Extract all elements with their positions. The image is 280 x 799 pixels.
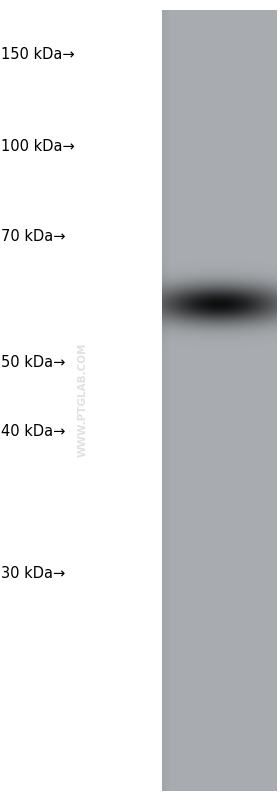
Bar	[169, 10, 170, 791]
Text: 50 kDa→: 50 kDa→	[1, 356, 66, 370]
Bar	[171, 10, 172, 791]
Bar	[163, 10, 164, 791]
Text: 150 kDa→: 150 kDa→	[1, 47, 75, 62]
Bar	[165, 10, 166, 791]
Bar	[170, 10, 171, 791]
Text: 40 kDa→: 40 kDa→	[1, 424, 66, 439]
Bar	[162, 10, 163, 791]
Bar	[162, 10, 277, 791]
Bar	[166, 10, 167, 791]
Text: 100 kDa→: 100 kDa→	[1, 139, 75, 153]
Text: 70 kDa→: 70 kDa→	[1, 229, 66, 244]
Bar	[164, 10, 165, 791]
Bar	[167, 10, 168, 791]
Text: WWW.PTGLAB.COM: WWW.PTGLAB.COM	[78, 342, 88, 457]
Bar	[168, 10, 169, 791]
Text: 30 kDa→: 30 kDa→	[1, 566, 66, 581]
